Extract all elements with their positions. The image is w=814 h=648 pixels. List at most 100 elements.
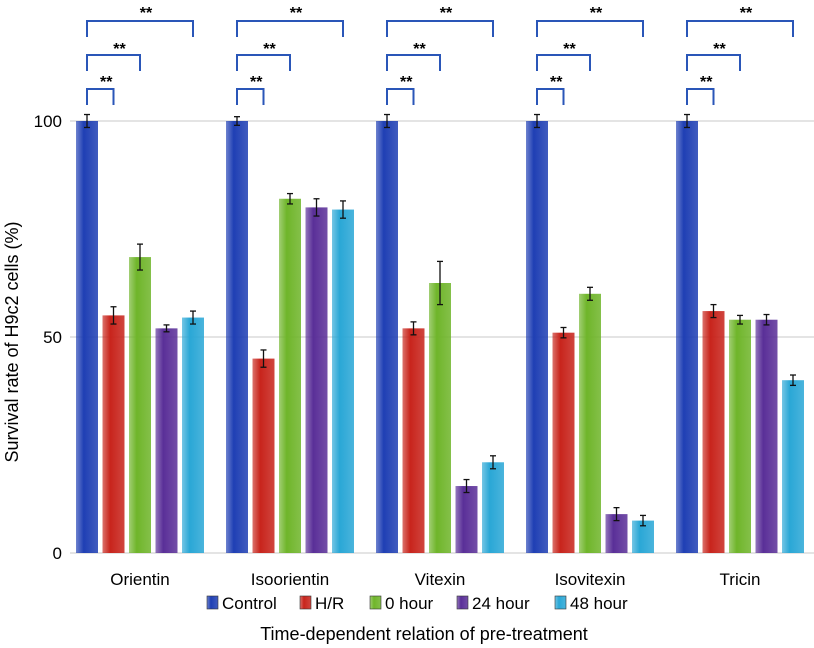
y-tick-label: 100 [34,112,62,131]
significance-label: ** [713,41,726,58]
bar-isovitexin-24-hour [605,514,628,553]
bar-orientin-h-r [102,315,125,553]
error-bar-orientin-24-hour [163,324,170,333]
x-tick-label: Isoorientin [251,570,329,589]
legend-swatch [369,595,382,610]
bar-isoorientin-48-hour [332,209,354,553]
significance-label: ** [100,74,113,91]
bar-orientin-48-hour [182,317,204,553]
bracket-isoorientin-48-hour: ** [236,5,344,37]
bar-isovitexin-control [526,121,548,553]
significance-label: ** [590,5,603,22]
x-axis-tick-labels: Orientin Isoorientin Vitexin Isovitexin Tric… [110,570,760,589]
bracket-tricin-0-hour: ** [686,41,741,71]
bar-isovitexin-48-hour [632,520,654,553]
bracket-isovitexin-48-hour: ** [536,5,644,37]
bar-vitexin-48-hour [482,462,504,553]
legend-label: Control [222,594,277,613]
bar-orientin-0-hour [129,257,151,553]
significance-label: ** [440,5,453,22]
legend-swatch [554,595,567,610]
bar-vitexin-0-hour [429,283,451,553]
y-axis-label: Survival rate of H9c2 cells (%) [2,221,22,462]
error-bar-isovitexin-h-r [560,326,567,339]
error-bar-orientin-0-hour [137,243,143,271]
bar-tricin-48-hour [782,380,804,553]
bracket-tricin-h-r: ** [686,74,715,105]
error-bar-isoorientin-24-hour [313,198,320,217]
bar-tricin-24-hour [755,319,778,553]
bracket-isovitexin-0-hour: ** [536,41,591,71]
legend-swatch [206,595,219,610]
bracket-vitexin-h-r: ** [386,74,415,105]
significance-label: ** [413,41,426,58]
error-bar-isovitexin-24-hour [613,506,620,522]
bar-isovitexin-0-hour [579,293,601,553]
error-bar-tricin-h-r [710,303,717,319]
bar-vitexin-control [376,121,398,553]
legend-label: 48 hour [570,594,628,613]
significance-label: ** [263,41,276,58]
bracket-orientin-48-hour: ** [86,5,194,37]
legend-swatch [456,595,469,610]
legend: Control H/R 0 hour 24 hour 48 hour [206,594,628,613]
bar-tricin-0-hour [729,319,751,553]
x-axis-label: Time-dependent relation of pre-treatment [260,624,588,644]
y-tick-label: 0 [53,544,62,563]
legend-item-h-r: H/R [299,594,344,613]
error-bar-vitexin-control [384,113,390,129]
significance-label: ** [250,74,263,91]
error-bar-isoorientin-0-hour [287,192,293,205]
significance-label: ** [113,41,126,58]
bar-isoorientin-h-r [252,358,275,553]
error-bar-tricin-control [684,113,690,129]
significance-brackets: ****************************** [86,5,794,105]
error-bar-tricin-0-hour [737,314,743,325]
x-tick-label: Orientin [110,570,170,589]
significance-label: ** [563,41,576,58]
error-bar-orientin-control [84,113,90,129]
bracket-orientin-0-hour: ** [86,41,141,71]
bar-tricin-h-r [702,311,725,553]
error-bar-isovitexin-48-hour [640,514,646,527]
bracket-isoorientin-0-hour: ** [236,41,291,71]
bracket-isovitexin-h-r: ** [536,74,565,105]
significance-label: ** [140,5,153,22]
bar-isovitexin-h-r [552,332,575,553]
y-axis: 0 50 100 [34,112,62,563]
bracket-vitexin-48-hour: ** [386,5,494,37]
error-bar-vitexin-48-hour [490,455,496,470]
legend-label: 24 hour [472,594,530,613]
error-bar-isovitexin-control [534,113,540,129]
significance-label: ** [740,5,753,22]
legend-swatch [299,595,312,610]
bar-isoorientin-control [226,121,248,553]
bar-vitexin-24-hour [455,486,478,553]
bar-tricin-control [676,121,698,553]
error-bar-vitexin-h-r [410,321,417,336]
bar-isoorientin-0-hour [279,198,301,553]
y-tick-label: 50 [43,328,62,347]
legend-item-24-hour: 24 hour [456,594,530,613]
bracket-tricin-48-hour: ** [686,5,794,37]
error-bar-vitexin-0-hour [437,260,443,306]
significance-label: ** [700,74,713,91]
legend-item-48-hour: 48 hour [554,594,628,613]
error-bar-isoorientin-h-r [260,349,267,368]
bar-vitexin-h-r [402,328,425,553]
x-tick-label: Vitexin [415,570,466,589]
bracket-vitexin-0-hour: ** [386,41,441,71]
x-tick-label: Tricin [720,570,761,589]
legend-item-0-hour: 0 hour [369,594,434,613]
bar-isoorientin-24-hour [305,207,328,553]
x-tick-label: Isovitexin [555,570,626,589]
legend-label: 0 hour [385,594,434,613]
error-bar-orientin-48-hour [190,310,196,325]
bracket-isoorientin-h-r: ** [236,74,265,105]
bar-orientin-control [76,121,98,553]
error-bar-orientin-h-r [110,306,117,325]
legend-item-control: Control [206,594,277,613]
legend-label: H/R [315,594,344,613]
error-bar-isoorientin-48-hour [340,200,346,219]
